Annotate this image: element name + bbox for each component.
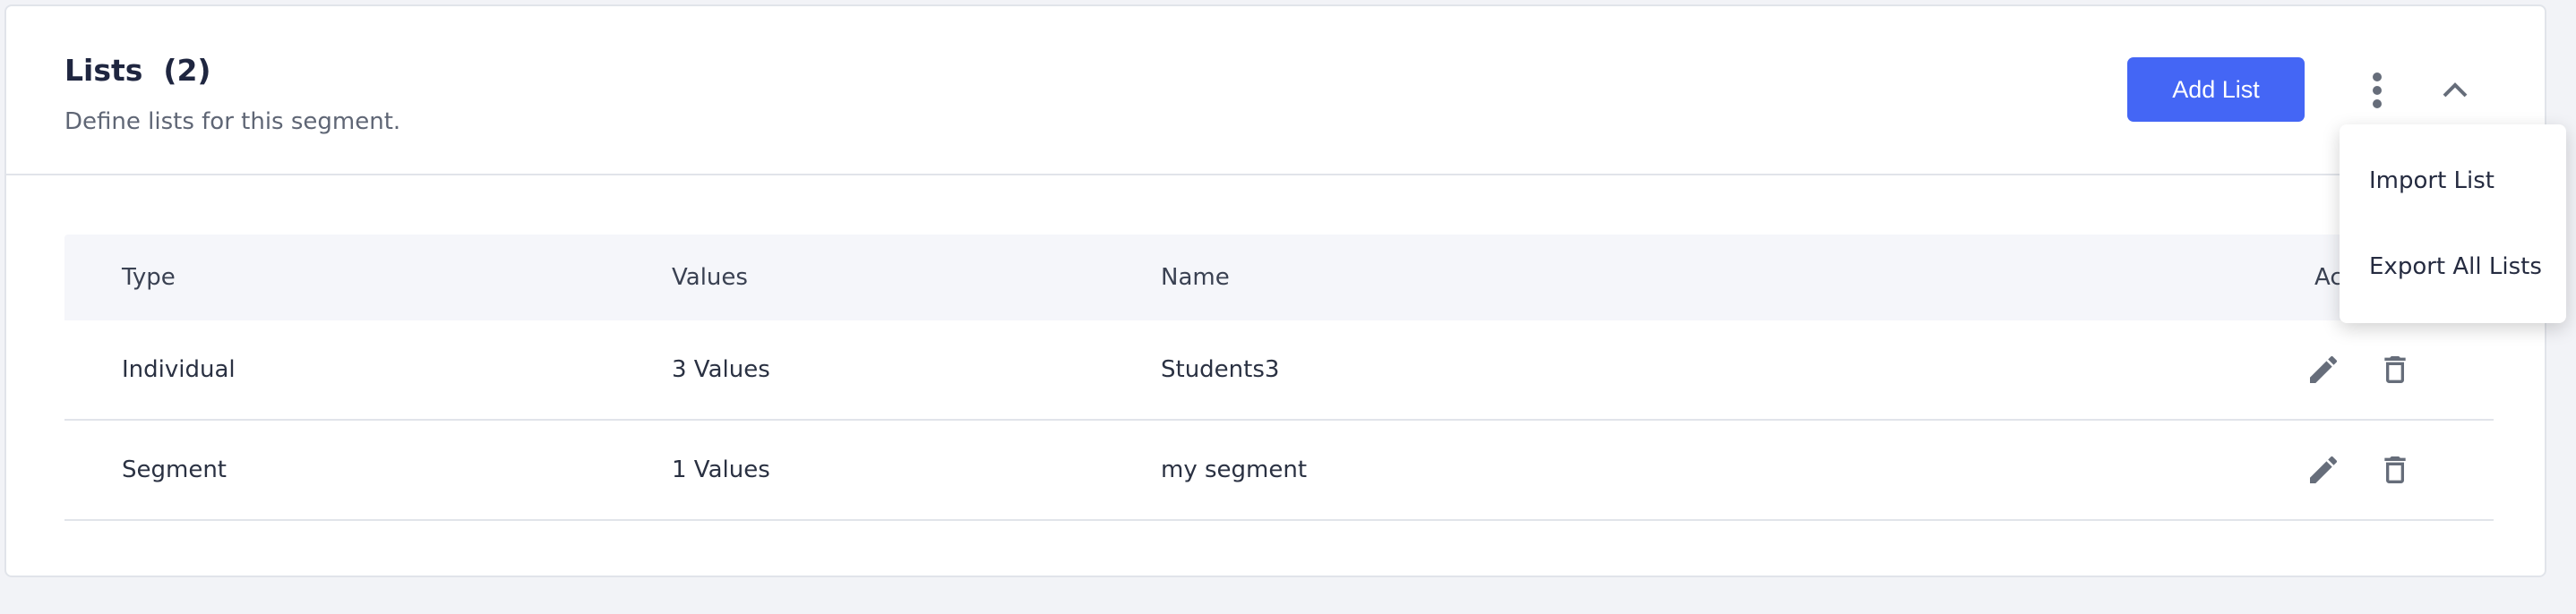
more-options-icon[interactable] [2364, 72, 2391, 108]
cell-values: 1 Values [672, 456, 770, 483]
column-header-name: Name [1161, 264, 1230, 291]
cell-type: Segment [122, 456, 227, 483]
cell-values: 3 Values [672, 356, 770, 383]
chevron-up-icon[interactable] [2439, 76, 2471, 103]
page-subtitle: Define lists for this segment. [64, 108, 401, 135]
column-header-values: Values [672, 264, 748, 291]
page-title: Lists (2) [64, 53, 211, 88]
menu-item-import-list[interactable]: Import List [2369, 167, 2495, 194]
cell-type: Individual [122, 356, 236, 383]
delete-icon[interactable] [2377, 352, 2413, 388]
add-list-button[interactable]: Add List [2127, 57, 2305, 122]
header-divider [6, 174, 2545, 175]
cell-name: Students3 [1161, 356, 1280, 383]
more-options-menu: Import List Export All Lists [2340, 124, 2566, 323]
delete-icon[interactable] [2377, 452, 2413, 488]
edit-icon[interactable] [2306, 452, 2341, 488]
table-row: Segment 1 Values my segment [64, 421, 2494, 521]
table-row: Individual 3 Values Students3 [64, 320, 2494, 421]
table-header: Type Values Name Actions [64, 235, 2494, 320]
lists-card: Lists (2) Define lists for this segment.… [4, 4, 2546, 577]
lists-table: Type Values Name Actions Individual 3 Va… [64, 235, 2494, 521]
cell-name: my segment [1161, 456, 1308, 483]
edit-icon[interactable] [2306, 352, 2341, 388]
menu-item-export-all-lists[interactable]: Export All Lists [2369, 253, 2542, 280]
column-header-type: Type [122, 264, 176, 291]
